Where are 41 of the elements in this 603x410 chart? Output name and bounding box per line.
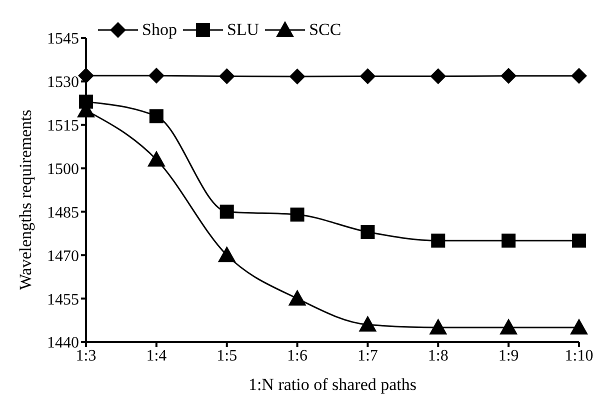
point <box>288 290 306 306</box>
point <box>290 208 304 222</box>
point <box>147 150 166 167</box>
x-tick-label: 1:10 <box>564 347 594 364</box>
x-tick-label: 1:4 <box>146 347 167 364</box>
x-tick-label: 1:5 <box>216 347 238 364</box>
point <box>570 318 588 335</box>
y-tick-label: 1485 <box>47 204 79 222</box>
y-tick-label: 1500 <box>47 160 79 178</box>
point <box>430 68 446 84</box>
x-tick-label: 1:6 <box>287 347 308 364</box>
point <box>148 68 164 84</box>
legend-label: SCC <box>309 20 342 40</box>
point <box>360 224 375 239</box>
y-tick-label: 1470 <box>47 248 79 265</box>
y-axis-title: Wavelengths requirements <box>16 110 36 290</box>
x-tick-label: 1:9 <box>498 347 519 364</box>
point <box>289 68 306 85</box>
y-tick-label: 1455 <box>47 291 79 308</box>
point <box>500 68 517 84</box>
point <box>502 234 516 248</box>
point <box>429 318 448 335</box>
legend-label: SLU <box>226 20 260 40</box>
y-tick-label: 1530 <box>47 74 79 92</box>
y-tick-label: 1515 <box>47 118 79 135</box>
point <box>78 68 94 84</box>
legend-label: Shop <box>142 20 177 40</box>
point <box>218 246 236 262</box>
y-tick-label: 1545 <box>47 30 79 48</box>
x-axis-title: 1:N ratio of shared paths <box>248 375 417 394</box>
point <box>218 68 235 84</box>
x-tick-label: 1:8 <box>428 347 448 364</box>
point <box>358 316 377 332</box>
point <box>360 68 376 84</box>
point <box>220 204 234 219</box>
point <box>149 109 164 124</box>
point <box>571 68 587 84</box>
point <box>500 318 518 335</box>
point <box>431 234 446 248</box>
point <box>572 234 586 248</box>
x-tick-label: 1:7 <box>357 347 378 364</box>
